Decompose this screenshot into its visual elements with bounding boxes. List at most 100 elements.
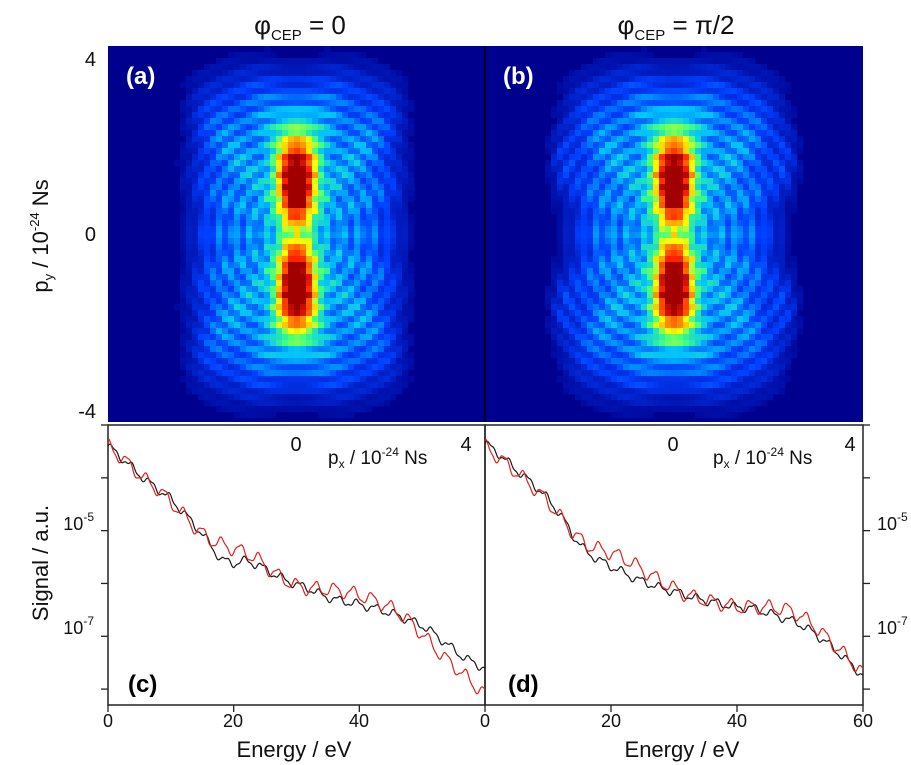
heatmap-cell [288, 166, 295, 173]
heatmap-cell [695, 82, 702, 89]
heatmap-cell [689, 136, 696, 143]
heatmap-cell [366, 76, 373, 83]
heatmap-cell [402, 220, 409, 227]
heatmap-cell [575, 118, 582, 125]
heatmap-cell [252, 250, 259, 257]
heatmap-cell [240, 52, 247, 59]
heatmap-cell [725, 214, 732, 221]
heatmap-cell [677, 220, 684, 227]
heatmap-cell [581, 130, 588, 137]
heatmap-cell [617, 130, 624, 137]
heatmap-cell [773, 364, 780, 371]
heatmap-cell [593, 172, 600, 179]
heatmap-cell [372, 202, 379, 209]
heatmap-cell [306, 280, 313, 287]
heatmap-cell [623, 76, 630, 83]
heatmap-cell [599, 400, 606, 407]
heatmap-cell [312, 328, 319, 335]
heatmap-cell [581, 124, 588, 131]
heatmap-cell [683, 370, 690, 377]
heatmap-cell [276, 130, 283, 137]
heatmap-cell [210, 298, 217, 305]
heatmap-cell [222, 232, 229, 239]
heatmap-cell [408, 172, 415, 179]
heatmap-cell [749, 382, 756, 389]
heatmap-cell [767, 256, 774, 263]
heatmap-cell [354, 238, 361, 245]
heatmap-cell [575, 160, 582, 167]
heatmap-cell [294, 124, 301, 131]
heatmap-cell [653, 334, 660, 341]
heatmap-cell [282, 340, 289, 347]
heatmap-cell [300, 382, 307, 389]
heatmap-cell [701, 226, 708, 233]
heatmap-cell [192, 382, 199, 389]
heatmap-cell [234, 406, 241, 413]
heatmap-cell [797, 304, 804, 311]
heatmap-cell [551, 274, 558, 281]
heatmap-cell [671, 88, 678, 95]
heatmap-cell [737, 112, 744, 119]
heatmap-cell [665, 292, 672, 299]
heatmap-cell [366, 208, 373, 215]
heatmap-cell [246, 346, 253, 353]
heatmap-cell [312, 130, 319, 137]
heatmap-cell [695, 196, 702, 203]
heatmap-cell [210, 142, 217, 149]
heatmap-cell [360, 286, 367, 293]
heatmap-cell [725, 322, 732, 329]
heatmap-cell [330, 328, 337, 335]
heatmap-cell [599, 262, 606, 269]
heatmap-cell [743, 94, 750, 101]
heatmap-cell [234, 268, 241, 275]
heatmap-cell [228, 280, 235, 287]
heatmap-cell [671, 358, 678, 365]
heatmap-cell [252, 328, 259, 335]
heatmap-cell [707, 250, 714, 257]
heatmap-cell [575, 184, 582, 191]
heatmap-cell [785, 88, 792, 95]
heatmap-cell [246, 154, 253, 161]
heatmap-cell [599, 184, 606, 191]
heatmap-cell [701, 388, 708, 395]
heatmap-cell [653, 94, 660, 101]
heatmap-cell [354, 202, 361, 209]
heatmap-cell [629, 94, 636, 101]
heatmap-cell [719, 178, 726, 185]
heatmap-cell [569, 100, 576, 107]
heatmap-cell [402, 226, 409, 233]
heatmap-cell [240, 292, 247, 299]
heatmap-cell [348, 226, 355, 233]
heatmap-cell [354, 154, 361, 161]
heatmap-cell [719, 394, 726, 401]
heatmap-cell [240, 94, 247, 101]
heatmap-cell [701, 94, 708, 101]
heatmap-cell [222, 388, 229, 395]
heatmap-cell [659, 376, 666, 383]
heatmap-cell [294, 358, 301, 365]
heatmap-cell [294, 328, 301, 335]
heatmap-cell [216, 274, 223, 281]
heatmap-cell [354, 226, 361, 233]
heatmap-cell [366, 322, 373, 329]
heatmap-cell [767, 94, 774, 101]
heatmap-cell [647, 136, 654, 143]
heatmap-cell [587, 232, 594, 239]
heatmap-cell [671, 316, 678, 323]
heatmap-cell [318, 82, 325, 89]
heatmap-cell [402, 250, 409, 257]
heatmap-cell [240, 130, 247, 137]
heatmap-cell [605, 208, 612, 215]
heatmap-cell [288, 274, 295, 281]
heatmap-cell [743, 382, 750, 389]
heatmap-cell [354, 262, 361, 269]
heatmap-cell [773, 160, 780, 167]
heatmap-cell [551, 208, 558, 215]
heatmap-cell [737, 316, 744, 323]
heatmap-cell [390, 322, 397, 329]
heatmap-cell [210, 166, 217, 173]
heatmap-cell [354, 268, 361, 275]
heatmap-cell [635, 106, 642, 113]
heatmap-cell [773, 238, 780, 245]
heatmap-cell [240, 154, 247, 161]
